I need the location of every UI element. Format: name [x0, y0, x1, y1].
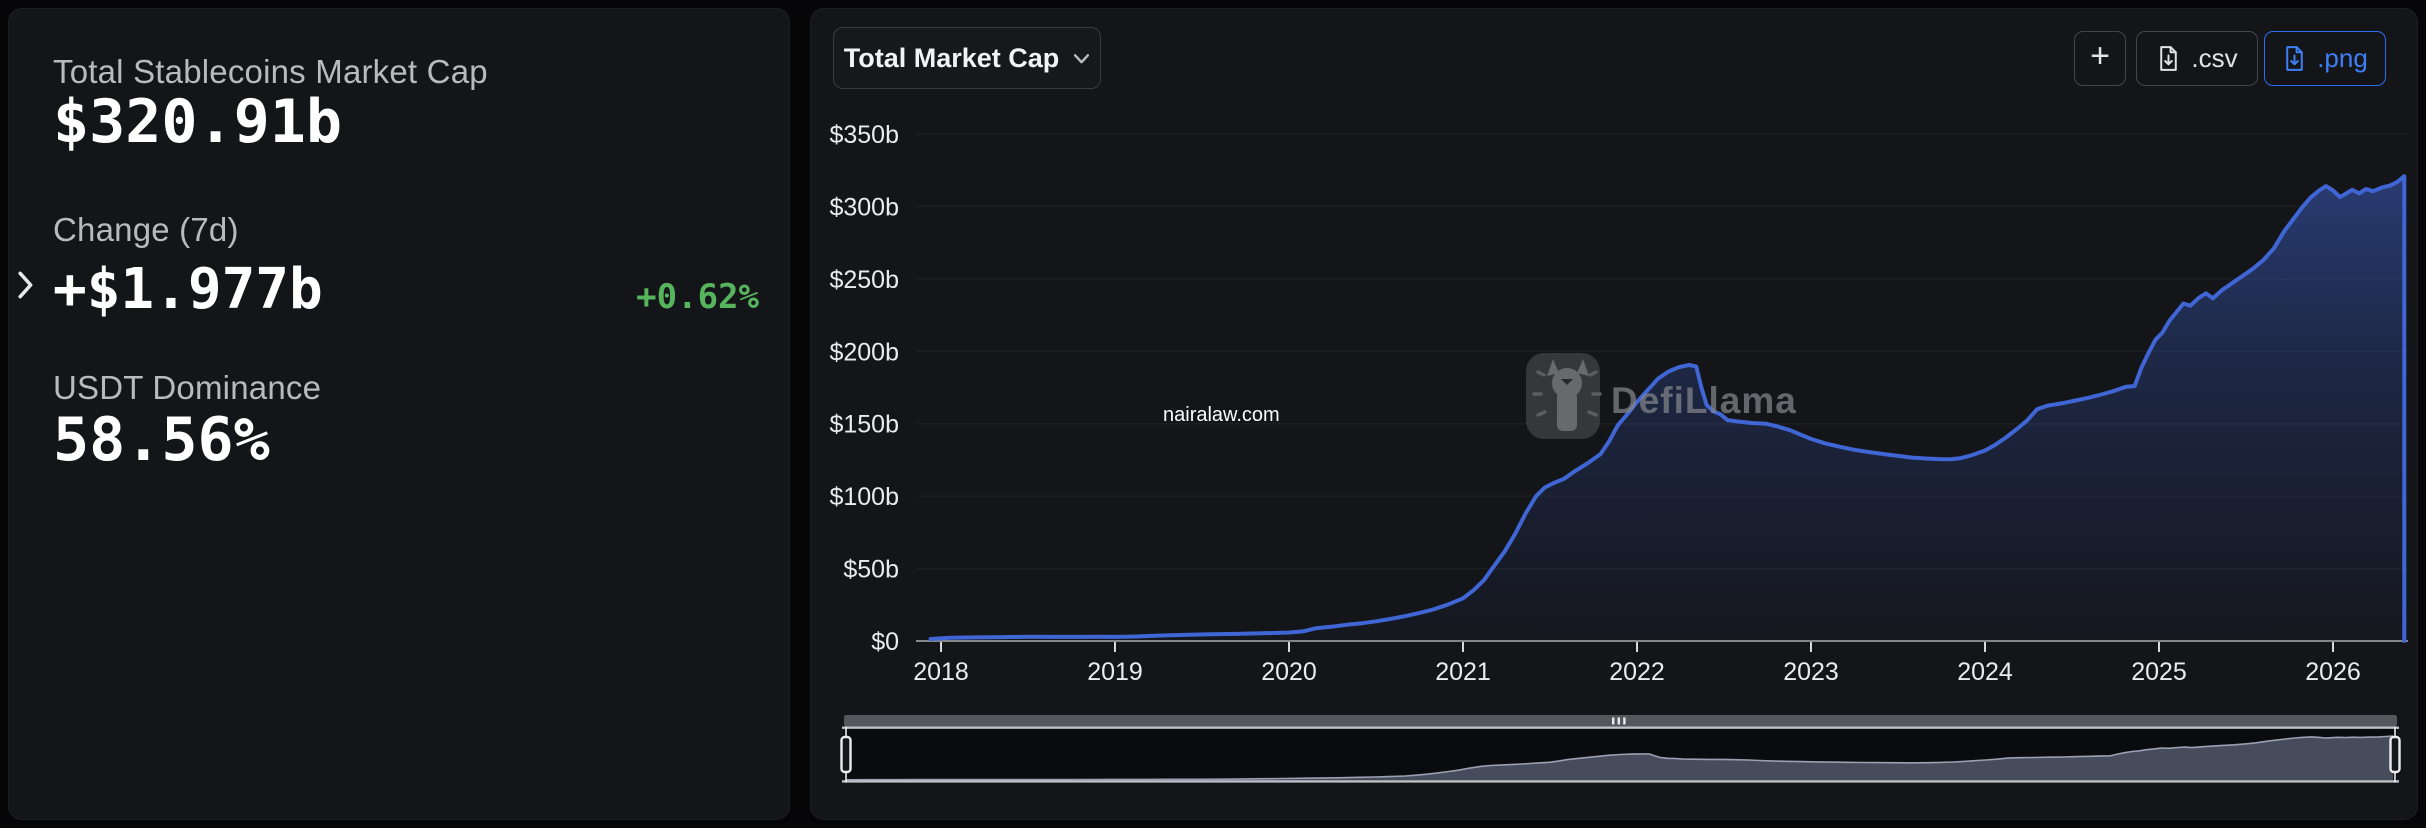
svg-text:2018: 2018 [913, 658, 969, 686]
svg-text:2019: 2019 [1087, 658, 1143, 686]
svg-text:$300b: $300b [829, 193, 899, 221]
csv-button-label: .csv [2191, 43, 2238, 73]
chart-panel: Total Market Cap + .csv .png [810, 8, 2418, 820]
png-button-label: .png [2317, 43, 2368, 73]
add-chart-button[interactable]: + [2074, 31, 2126, 86]
brush-grip-icon[interactable] [1612, 717, 1626, 725]
brush-handle-start[interactable] [840, 726, 852, 783]
chevron-right-icon[interactable] [17, 271, 35, 304]
chevron-down-icon [1074, 53, 1090, 63]
defillama-watermark-logo [1526, 353, 1602, 439]
usdt-dominance-label: USDT Dominance [53, 369, 322, 406]
svg-text:2026: 2026 [2305, 658, 2361, 686]
svg-text:$100b: $100b [829, 483, 899, 511]
svg-text:$200b: $200b [829, 338, 899, 366]
file-download-icon [2160, 46, 2178, 71]
download-csv-button[interactable]: .csv [2136, 31, 2258, 86]
chart-brush[interactable] [839, 709, 2401, 793]
change-7d-percent: +0.62% [636, 277, 759, 317]
main-chart-svg: $0 $50b $100b $150b $200b $250b $300b $350b 2018… [829, 121, 2408, 686]
svg-text:2021: 2021 [1435, 658, 1491, 686]
svg-text:$150b: $150b [829, 411, 899, 439]
svg-text:$0: $0 [871, 628, 899, 656]
change-7d-value: +$1.977b [53, 257, 323, 322]
svg-text:2020: 2020 [1261, 658, 1317, 686]
brush-handle-end[interactable] [2389, 726, 2401, 783]
svg-text:$250b: $250b [829, 266, 899, 294]
change-7d-label: Change (7d) [53, 211, 239, 248]
usdt-dominance-value: 58.56% [53, 405, 270, 475]
svg-text:$350b: $350b [829, 121, 899, 149]
plus-icon: + [2090, 37, 2110, 75]
total-marketcap-value: $320.91b [53, 87, 342, 157]
svg-text:2022: 2022 [1609, 658, 1665, 686]
metric-dropdown-value: Total Market Cap [843, 42, 1060, 73]
svg-text:2023: 2023 [1783, 658, 1839, 686]
stats-panel: Total Stablecoins Market Cap $320.91b Ch… [8, 8, 790, 820]
svg-text:2025: 2025 [2131, 658, 2187, 686]
svg-text:2024: 2024 [1957, 658, 2013, 686]
file-download-icon [2286, 46, 2303, 71]
defillama-watermark-text: DefiLlama [1611, 380, 1797, 421]
svg-text:$50b: $50b [843, 556, 899, 584]
metric-dropdown[interactable]: Total Market Cap [833, 27, 1101, 89]
brush-drag-bar[interactable] [844, 715, 2397, 727]
total-marketcap-label: Total Stablecoins Market Cap [53, 53, 488, 90]
site-watermark-text: nairalaw.com [1163, 404, 1280, 426]
download-png-button[interactable]: .png [2264, 31, 2386, 86]
